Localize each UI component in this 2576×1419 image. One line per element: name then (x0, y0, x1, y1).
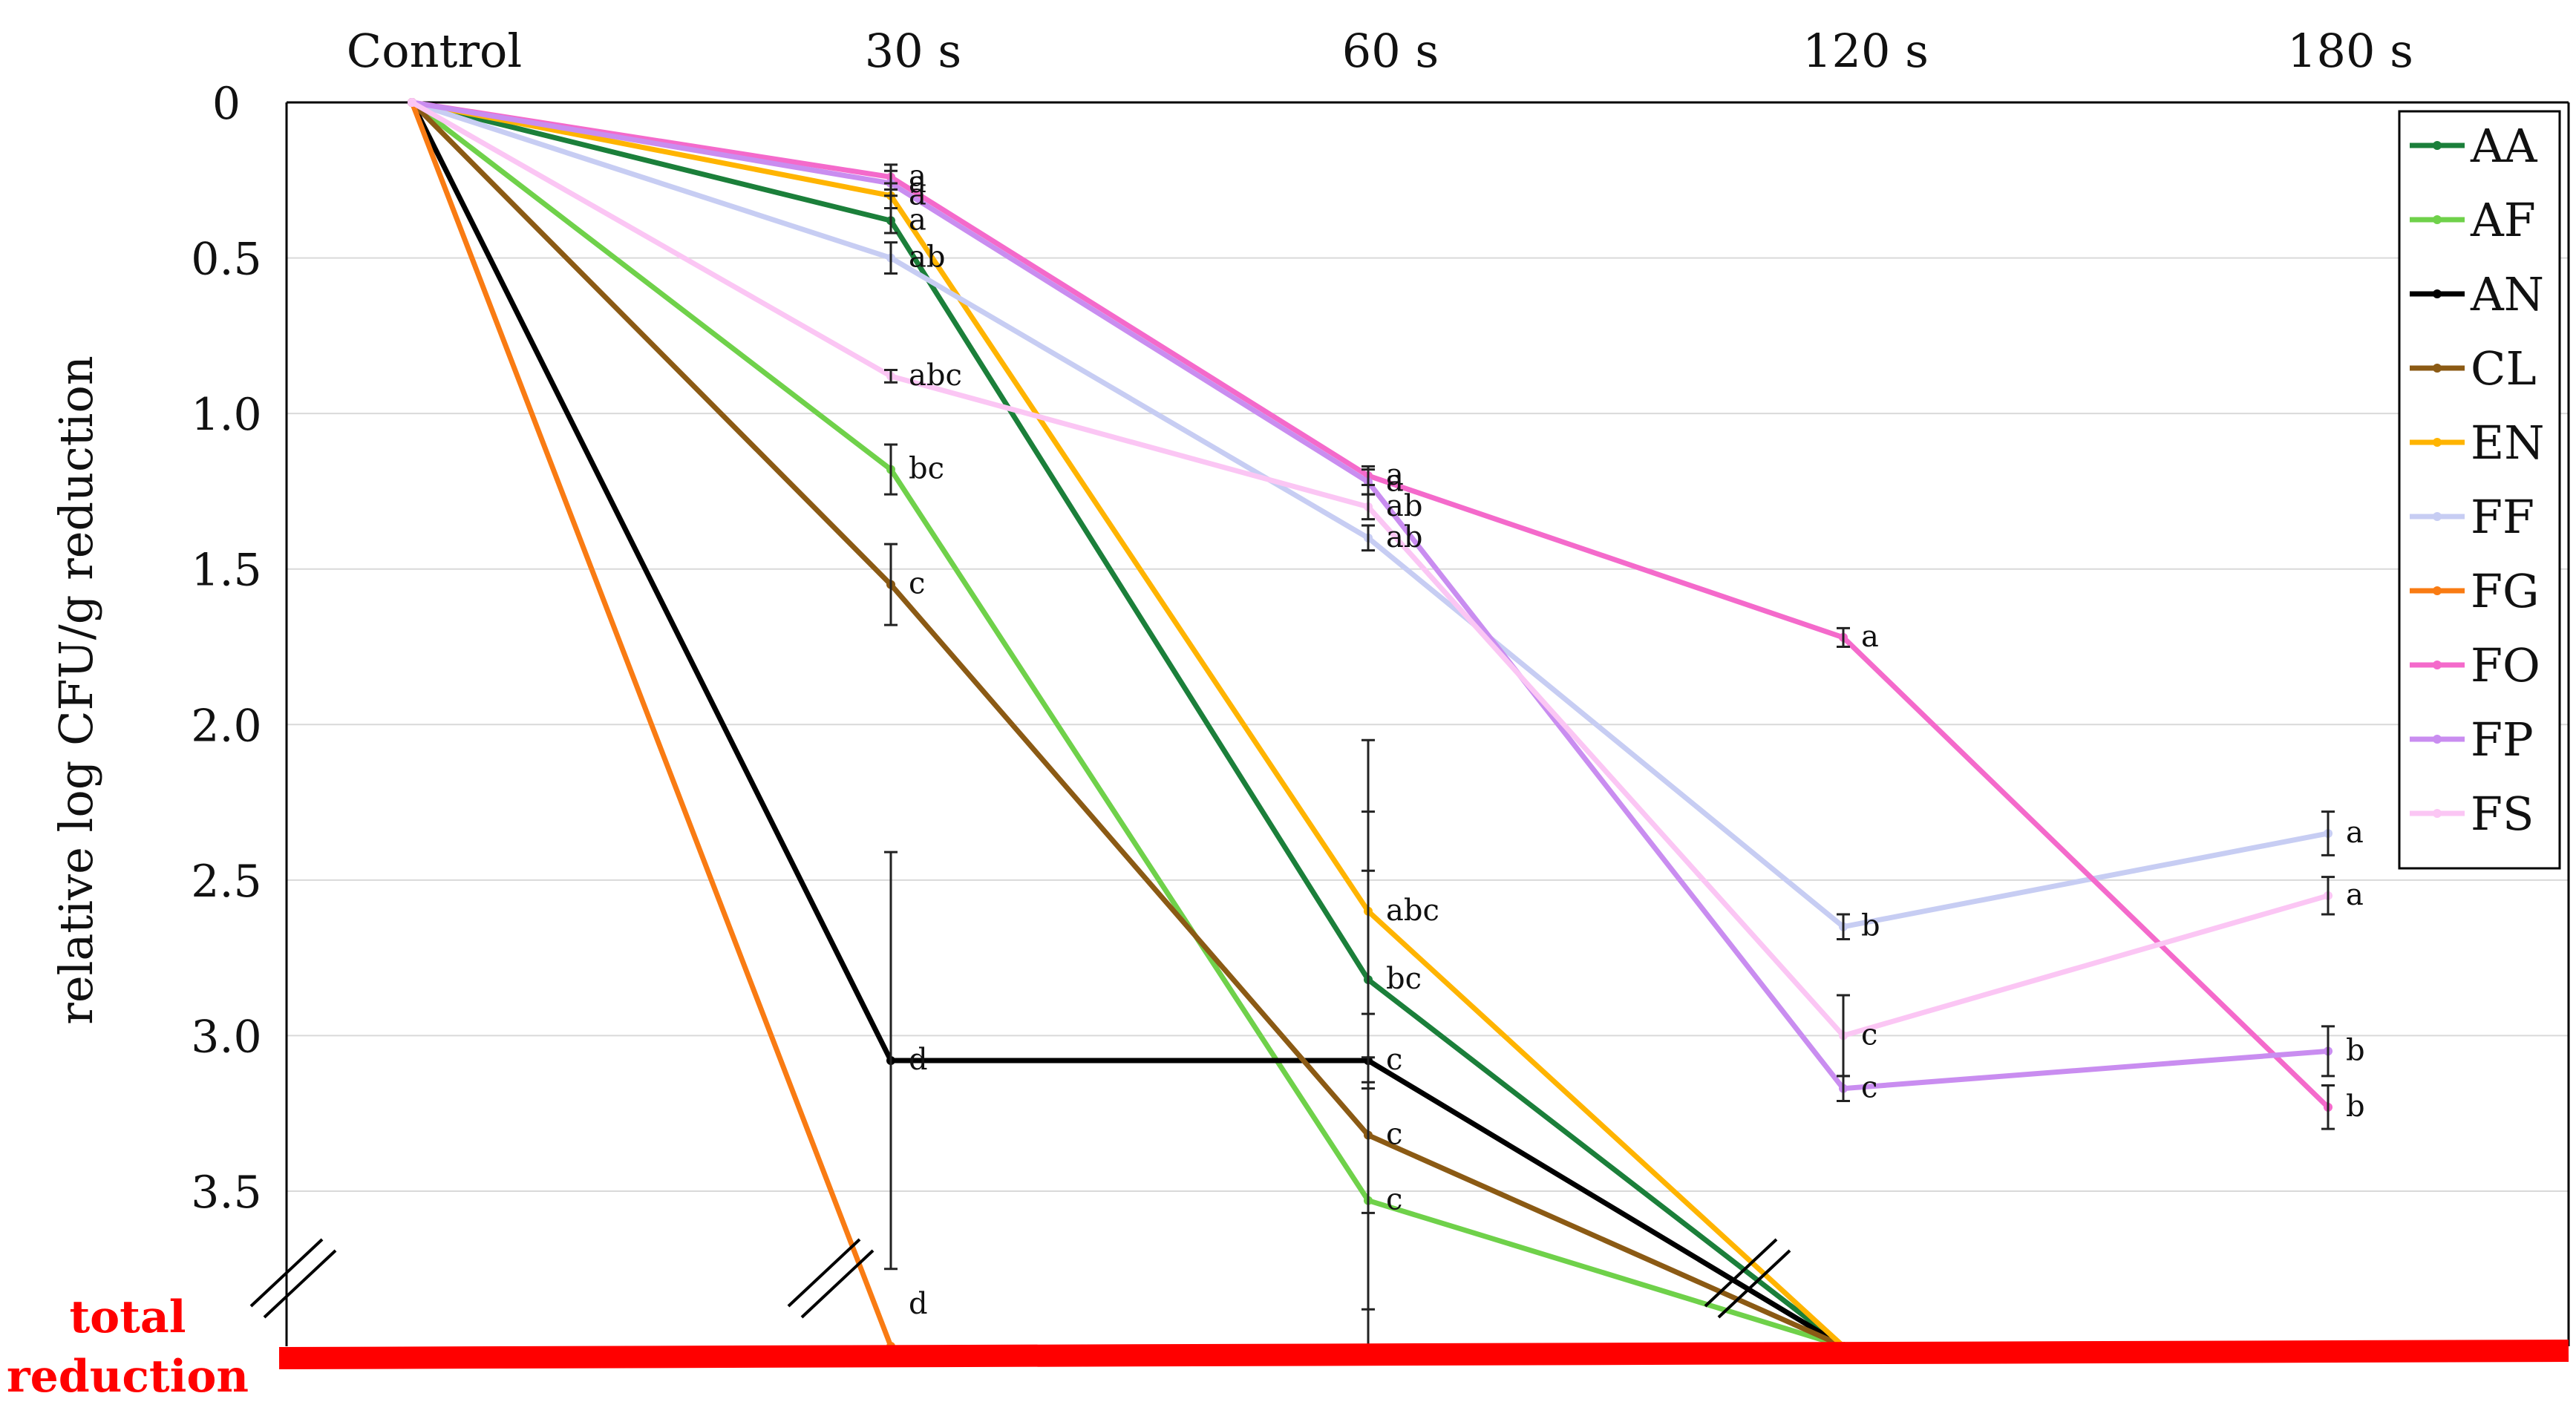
legend-marker-aa (2433, 141, 2442, 150)
legend-label-cl: CL (2471, 341, 2537, 396)
data-point-fs (408, 98, 416, 107)
significance-letter-ff: a (2346, 816, 2364, 850)
x-tick-label-180-s: 180 s (2287, 24, 2413, 78)
break-mark (263, 1249, 337, 1319)
axis-break-marks (249, 1238, 1791, 1319)
significance-letter-fp: a (909, 166, 926, 200)
significance-letter-fs: a (2346, 878, 2364, 912)
series-line-an (409, 101, 1845, 1348)
series-line-aa (411, 99, 1846, 1348)
significance-letter-ff: b (1861, 909, 1880, 943)
series-line-fp (411, 99, 2329, 1092)
significance-letter-an: d (909, 1043, 928, 1077)
total-reduction: total reduction (7, 1291, 2569, 1403)
significance-letter-fp: c (1861, 1071, 1877, 1105)
significance-letter-fo: a (909, 160, 926, 194)
significance-letter-en: a (909, 178, 926, 212)
legend-label-fs: FS (2471, 787, 2534, 841)
y-tick-label: 1.5 (191, 545, 261, 597)
y-tick-label: 0 (212, 78, 241, 130)
legend-label-af: AF (2470, 193, 2536, 247)
legend-marker-af (2433, 215, 2442, 224)
series-line-en (411, 99, 1846, 1348)
break-mark (1717, 1249, 1791, 1319)
significance-letter-cl: c (1386, 1118, 1402, 1152)
legend-label-fo: FO (2471, 638, 2540, 692)
y-axis-title: relative log CFU/g reduction (49, 355, 103, 1025)
break-mark (787, 1238, 861, 1308)
series-line-fg (409, 101, 894, 1348)
legend-box (2398, 110, 2561, 870)
y-tick-label: 1.0 (191, 389, 261, 441)
x-tick-label-control: Control (347, 24, 522, 78)
series-line-fo (411, 99, 2330, 1110)
x-tick-labels: Control 30 s 60 s 120 s 180 s (347, 24, 2413, 78)
significance-letter-aa: bc (1386, 962, 1422, 996)
error-bars (884, 163, 2335, 1348)
legend: AA AF AN CL EN FF FG FO FP FS (2398, 110, 2561, 870)
series-line-ff (411, 99, 2329, 930)
legend-label-an: AN (2470, 267, 2544, 321)
significance-letter-cl: c (909, 567, 925, 601)
legend-marker-fg (2433, 586, 2442, 595)
legend-label-fg: FG (2471, 564, 2540, 618)
significance-letter-fo: a (1861, 620, 1879, 654)
y-tick-label: 0.5 (191, 234, 261, 286)
legend-label-fp: FP (2471, 712, 2534, 767)
significance-letter-ff: ab (909, 240, 945, 275)
series-line-af (410, 100, 1845, 1349)
significance-letter-fg: d (909, 1287, 928, 1321)
y-tick-label: 2.0 (191, 700, 261, 752)
legend-marker-an (2433, 289, 2442, 298)
axes (285, 101, 2570, 1346)
significance-letter-fo: a (1386, 458, 1404, 492)
significance-letter-fp: b (2346, 1033, 2365, 1067)
x-tick-label-60-s: 60 s (1342, 24, 1439, 78)
significance-letter-an: c (1386, 1043, 1402, 1077)
significance-letter-ff: ab (1386, 520, 1422, 554)
significance-letter-fs: ab (1386, 489, 1422, 523)
legend-marker-cl (2433, 364, 2442, 373)
significance-letter-en: abc (1386, 894, 1439, 928)
x-tick-label-30-s: 30 s (865, 24, 961, 78)
y-tick-label: 3.0 (191, 1011, 261, 1063)
legend-marker-ff (2433, 512, 2442, 521)
break-mark (249, 1238, 324, 1308)
break-mark (800, 1249, 875, 1319)
legend-marker-fo (2433, 661, 2442, 669)
significance-letter-fs: abc (909, 358, 962, 393)
legend-label-ff: FF (2471, 490, 2534, 544)
y-tick-labels: 0 0.5 1.0 1.5 2.0 2.5 3.0 3.5 (191, 78, 261, 1219)
legend-marker-fp (2433, 735, 2442, 744)
legend-marker-en (2433, 438, 2442, 447)
series-line-cl (410, 100, 1845, 1349)
significance-letter-aa: a (909, 203, 926, 237)
legend-label-en: EN (2471, 416, 2545, 470)
break-mark (1704, 1238, 1778, 1308)
gridlines (287, 257, 2569, 1192)
significance-letter-af: bc (909, 452, 944, 486)
y-tick-label: 3.5 (191, 1167, 261, 1219)
y-tick-label: 2.5 (191, 856, 261, 908)
total-reduction-line (278, 1340, 2569, 1369)
legend-label-aa: AA (2470, 119, 2538, 173)
significance-letter-fp: a (1386, 464, 1404, 498)
significance-letter-fs: c (1861, 1017, 1877, 1052)
total-reduction-label: total reduction (7, 1291, 249, 1403)
legend-marker-fs (2433, 809, 2442, 818)
x-tick-label-120-s: 120 s (1802, 24, 1929, 78)
significance-letter-fo: b (2346, 1089, 2365, 1124)
significance-letter-af: c (1386, 1183, 1402, 1217)
